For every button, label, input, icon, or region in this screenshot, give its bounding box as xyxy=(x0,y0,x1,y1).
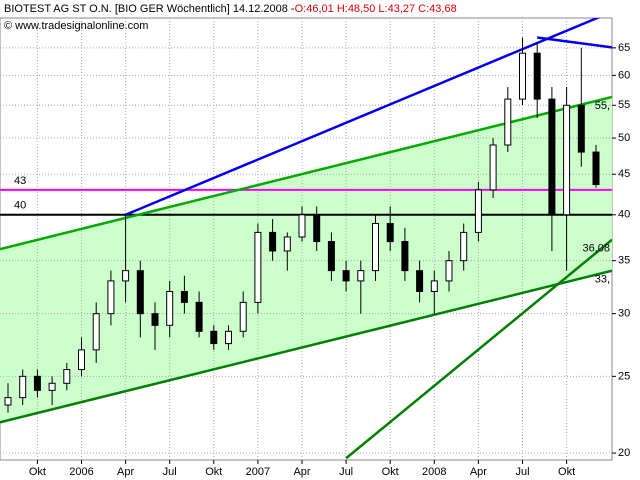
candle-body xyxy=(151,313,159,326)
x-tick-label: Okt xyxy=(558,466,575,478)
plot-content xyxy=(0,18,612,460)
candle-body xyxy=(254,231,262,303)
y-tick-label: 30 xyxy=(618,308,630,320)
x-tick-label: Okt xyxy=(382,466,399,478)
trendline-label: 33, xyxy=(595,274,610,286)
candle-body xyxy=(372,222,379,272)
candle-body xyxy=(269,231,277,252)
candle-body xyxy=(48,382,56,391)
level-label: 43 xyxy=(14,175,26,187)
candle-body xyxy=(210,330,218,345)
y-tick-label: 25 xyxy=(618,370,630,382)
candle-body xyxy=(430,280,438,292)
candle-body xyxy=(78,349,85,371)
candle-body xyxy=(592,151,600,186)
x-tick-label: Jul xyxy=(163,466,177,478)
candle-body xyxy=(342,270,350,282)
candle-body xyxy=(19,375,27,399)
x-tick-label: Apr xyxy=(117,466,134,478)
candle-body xyxy=(195,301,203,332)
candle-body xyxy=(166,290,174,326)
level-label: 40 xyxy=(14,200,26,212)
y-tick-label: 50 xyxy=(618,132,630,144)
candle-body xyxy=(33,375,41,391)
candle-body xyxy=(577,104,585,153)
candle-body xyxy=(519,52,526,100)
candle-body xyxy=(401,241,409,272)
y-tick-label: 45 xyxy=(618,168,630,180)
x-tick-label: Apr xyxy=(293,466,310,478)
trendline xyxy=(125,18,601,216)
y-tick-label: 65 xyxy=(618,42,630,54)
header: BIOTEST AG ST O.N. [BIO GER Wöchentlich]… xyxy=(4,3,457,15)
candle-body xyxy=(136,270,144,315)
x-tick-label: 2006 xyxy=(69,466,93,478)
candle-body xyxy=(548,98,556,216)
candle-body xyxy=(4,397,12,406)
candle-body xyxy=(357,270,365,282)
copyright: © www.tradesignalonline.com xyxy=(4,20,148,32)
y-tick-label: 35 xyxy=(618,255,630,267)
y-tick-label: 40 xyxy=(618,209,630,221)
x-tick-label: Apr xyxy=(470,466,487,478)
ohlc-label: H:48,50 xyxy=(337,3,376,15)
y-tick-label: 20 xyxy=(618,447,630,459)
trendline xyxy=(0,269,612,424)
x-tick-label: Jul xyxy=(339,466,353,478)
plot xyxy=(0,18,612,460)
x-tick-label: 2008 xyxy=(422,466,446,478)
y-tick-label: 55 xyxy=(618,99,630,111)
candle-body xyxy=(460,231,468,262)
candle-body xyxy=(283,236,291,252)
candle-body xyxy=(122,270,130,282)
candle-body xyxy=(180,290,188,303)
channel-fill xyxy=(0,96,612,423)
ohlc-label: O:46,01 xyxy=(295,3,334,15)
x-tick-label: Okt xyxy=(205,466,222,478)
ohlc-label: C:43,68 xyxy=(418,3,457,15)
trendline xyxy=(345,238,612,460)
trendline xyxy=(537,36,612,49)
candle-body xyxy=(563,104,571,216)
candle-body xyxy=(474,189,482,233)
candle-body xyxy=(298,214,306,238)
y-tick-label: 60 xyxy=(618,69,630,81)
x-tick-label: Jul xyxy=(515,466,529,478)
candle-body xyxy=(504,98,512,146)
candle-body xyxy=(225,330,232,345)
chart-title: BIOTEST AG ST O.N. [BIO GER Wöchentlich]… xyxy=(4,3,295,15)
candle-body xyxy=(239,301,247,332)
candle-body xyxy=(107,280,115,315)
candle-body xyxy=(489,144,497,191)
candle-body xyxy=(92,313,100,351)
x-tick-label: Okt xyxy=(29,466,46,478)
candle-body xyxy=(445,260,453,282)
candle-body xyxy=(63,369,71,384)
candle-body xyxy=(533,52,541,100)
x-tick-label: 2007 xyxy=(246,466,270,478)
ohlc-label: L:43,27 xyxy=(378,3,415,15)
trendline-label: 36,08 xyxy=(582,243,610,255)
candle-body xyxy=(416,270,424,292)
candle-body xyxy=(327,241,335,272)
trendline-label: 55, xyxy=(595,100,610,112)
candle-body xyxy=(386,222,394,243)
candle-body xyxy=(313,214,321,243)
